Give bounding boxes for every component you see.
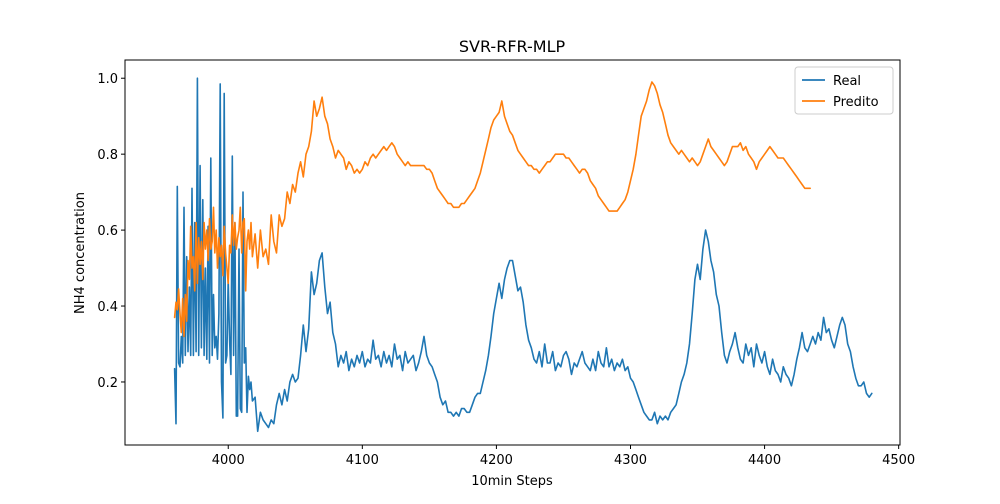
- plot-frame: [124, 59, 901, 446]
- x-tick-label: 4000: [212, 453, 245, 468]
- y-axis: 0.2 0.4 0.6 0.8 1.0: [97, 72, 125, 391]
- y-tick-label: 0.6: [97, 224, 118, 239]
- legend-label: Real: [833, 74, 861, 89]
- y-axis-label: NH4 concentration: [73, 192, 88, 314]
- y-tick-label: 1.0: [97, 72, 118, 87]
- y-tick-label: 0.8: [97, 148, 118, 163]
- series-line-real: [173, 77, 873, 433]
- x-tick-label: 4100: [346, 453, 379, 468]
- chart-title: SVR-RFR-MLP: [459, 37, 566, 56]
- x-axis: 4000 4100 4200 4300 4400 4500: [212, 445, 915, 468]
- y-tick-label: 0.4: [97, 300, 118, 315]
- x-tick-label: 4500: [882, 453, 915, 468]
- legend: Real Predito: [794, 66, 894, 115]
- x-axis-label: 10min Steps: [471, 474, 553, 489]
- x-tick-label: 4200: [480, 453, 513, 468]
- x-tick-label: 4400: [748, 453, 781, 468]
- y-tick-label: 0.2: [97, 376, 118, 391]
- series-layer: [173, 77, 873, 433]
- series-line-predito: [173, 81, 812, 338]
- legend-label: Predito: [833, 95, 879, 110]
- legend-box: [794, 66, 894, 115]
- x-tick-label: 4300: [614, 453, 647, 468]
